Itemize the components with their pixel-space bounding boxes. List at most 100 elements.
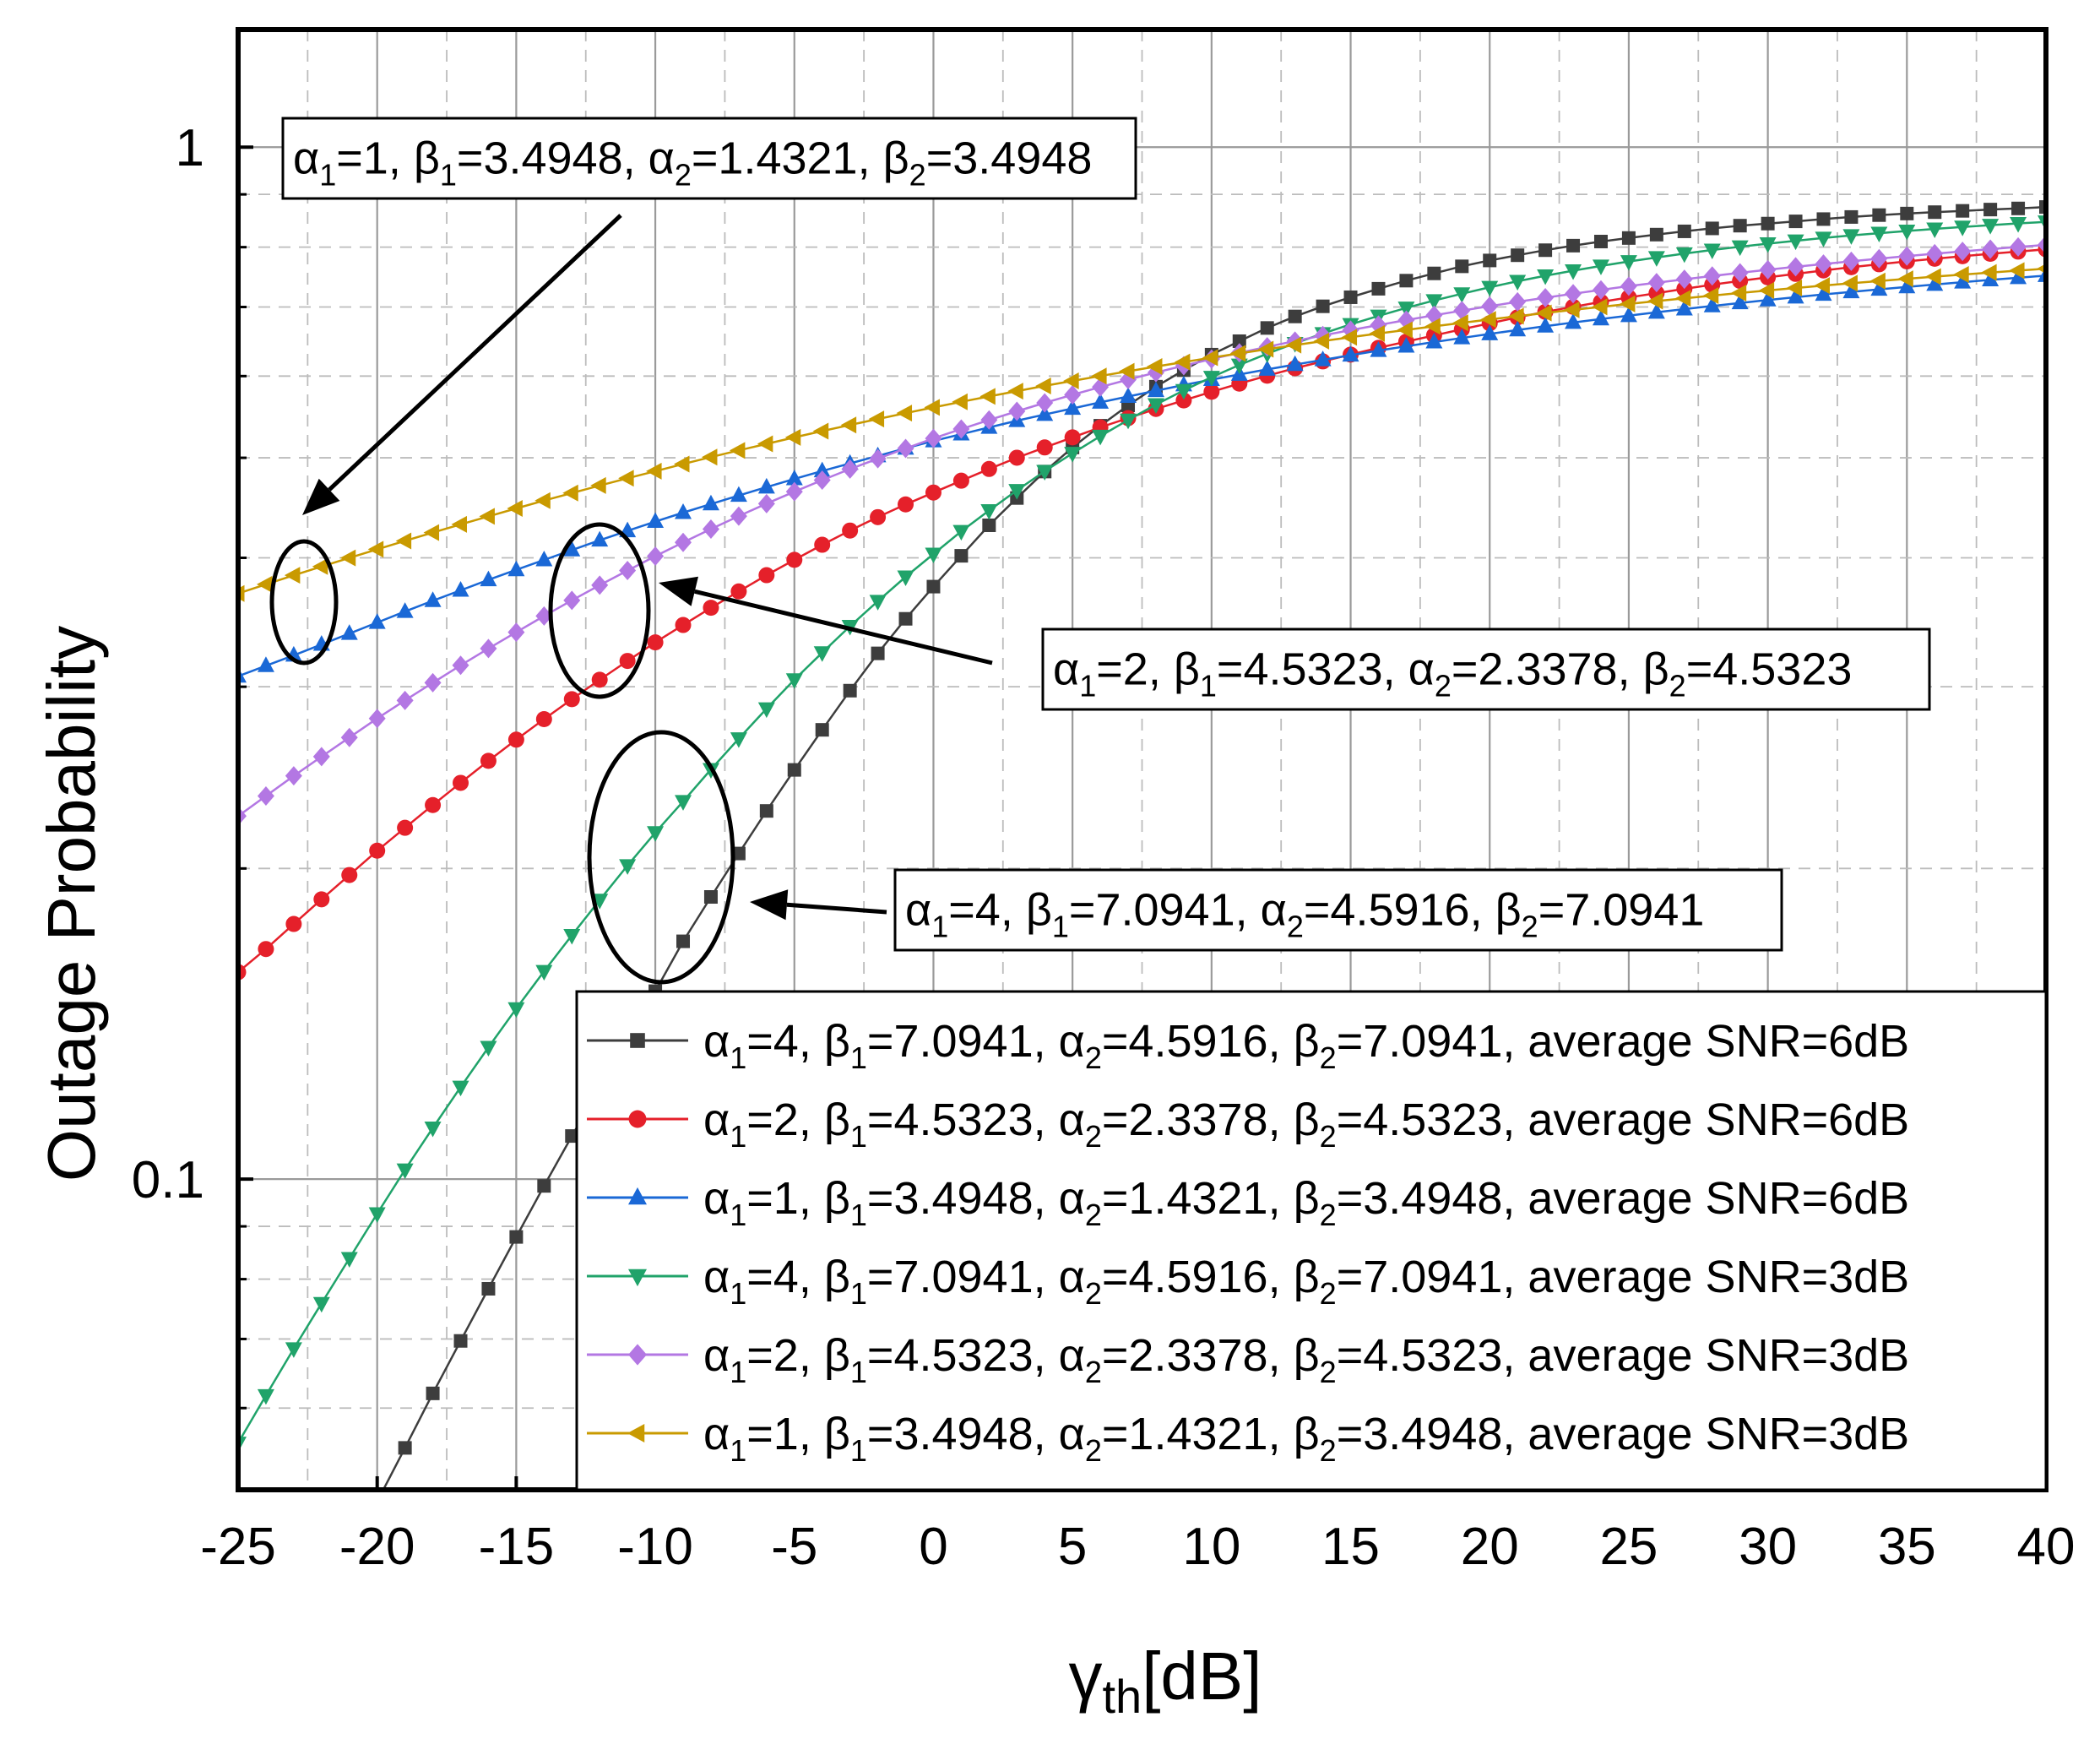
annotation-arrow-line: [786, 902, 887, 915]
data-point: [926, 579, 941, 594]
data-point: [1564, 301, 1580, 318]
data-point: [1926, 222, 1944, 239]
data-point: [1509, 291, 1527, 312]
data-point: [367, 541, 384, 558]
data-point: [1064, 399, 1082, 416]
x-tick-label: 30: [1739, 1518, 1797, 1576]
data-point: [1036, 439, 1053, 456]
data-point: [1788, 215, 1803, 229]
data-point: [398, 1441, 412, 1455]
data-point: [1675, 300, 1693, 316]
data-point: [1314, 350, 1332, 367]
annotation-box: [1041, 628, 1931, 711]
data-point: [425, 796, 442, 813]
data-point: [1537, 287, 1555, 307]
data-point: [1872, 208, 1886, 222]
data-point: [1288, 309, 1302, 323]
legend-marker: [628, 1110, 647, 1128]
data-point: [368, 1207, 386, 1223]
data-point: [1064, 447, 1082, 463]
data-point: [453, 1334, 468, 1348]
data-point: [1842, 274, 1858, 292]
data-point: [1008, 449, 1025, 466]
data-point: [647, 634, 664, 651]
data-point: [1898, 246, 1916, 266]
legend-marker: [628, 1344, 647, 1366]
data-point: [590, 476, 606, 494]
data-point: [1508, 307, 1524, 325]
data-point: [1733, 219, 1747, 233]
data-point: [952, 524, 970, 541]
data-point: [1983, 203, 1998, 217]
data-point: [870, 508, 887, 525]
data-point: [285, 766, 302, 786]
data-point: [507, 731, 524, 748]
data-point: [786, 551, 803, 568]
data-point: [535, 710, 552, 727]
data-point: [480, 752, 497, 769]
data-point: [2009, 262, 2025, 280]
data-point: [869, 448, 887, 469]
data-point: [1926, 274, 1944, 291]
data-point: [952, 472, 969, 489]
data-point: [759, 804, 773, 818]
data-point: [423, 524, 440, 541]
data-point: [1898, 277, 1916, 294]
data-point: [1675, 247, 1693, 264]
data-point: [619, 653, 636, 670]
data-point: [563, 691, 580, 708]
data-point: [1538, 243, 1553, 258]
data-point: [618, 470, 634, 487]
data-point: [1815, 231, 1832, 247]
data-point: [702, 519, 719, 539]
data-point: [1565, 264, 1582, 280]
data-point: [424, 1122, 442, 1138]
data-point: [452, 580, 469, 597]
data-point: [339, 549, 356, 567]
legend-label: α1=2, β1=4.5323, α2=2.3378, β2=4.5323, a…: [703, 1095, 1909, 1154]
data-point: [313, 891, 330, 908]
data-point: [1593, 234, 1608, 248]
data-point: [619, 859, 637, 875]
data-point: [1425, 294, 1443, 310]
data-point: [2010, 217, 2027, 233]
data-point: [952, 393, 968, 410]
data-point: [1174, 353, 1191, 371]
data-point: [1258, 360, 1276, 376]
data-point: [1647, 273, 1665, 293]
x-tick-label: 10: [1182, 1518, 1240, 1576]
data-point: [757, 477, 775, 494]
legend-box: [575, 990, 2048, 1491]
legend-entry: α1=2, β1=4.5323, α2=2.3378, β2=4.5323, a…: [587, 1330, 1909, 1389]
data-point: [1703, 243, 1721, 260]
data-point: [1537, 269, 1555, 285]
data-point: [426, 1386, 440, 1400]
data-point: [1369, 324, 1385, 342]
data-point: [675, 532, 692, 552]
annotation-arrowhead: [659, 576, 698, 606]
data-point: [1453, 301, 1471, 321]
data-point: [674, 455, 690, 473]
data-point: [1759, 291, 1777, 307]
data-point: [1621, 231, 1636, 245]
data-point: [534, 492, 551, 509]
data-point: [1007, 383, 1023, 400]
data-point: [1286, 355, 1304, 372]
data-point: [1481, 280, 1499, 297]
data-point: [1397, 336, 1415, 353]
legend-entry: α1=4, β1=7.0941, α2=4.5916, β2=7.0941, a…: [587, 1252, 1909, 1311]
x-tick-label: 5: [1058, 1518, 1087, 1576]
x-axis-title: γth[dB]: [1068, 1638, 1262, 1723]
data-point: [785, 673, 803, 689]
data-point: [452, 1080, 469, 1097]
data-point: [1928, 205, 1942, 220]
data-point: [285, 915, 302, 932]
series-group: [238, 200, 2046, 1490]
data-point: [1981, 264, 1997, 281]
data-point: [1316, 299, 1330, 313]
data-point: [1592, 259, 1609, 275]
data-point: [815, 723, 829, 737]
data-point: [368, 709, 386, 729]
data-point: [2010, 236, 2027, 257]
data-point: [1759, 259, 1777, 280]
